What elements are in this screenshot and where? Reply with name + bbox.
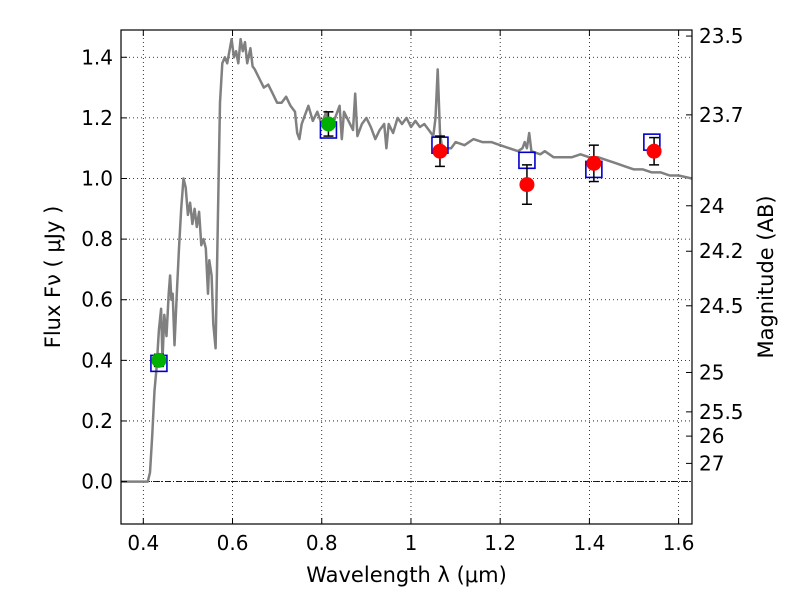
right-tick-label: 27: [699, 451, 724, 475]
axes: 0.4 0.6 0.8 1 1.2 1.4 1.6 0.0 0.2 0.4 0.6 0.8 1.0 1.2…: [81, 24, 743, 555]
x-tick-label: 1: [405, 531, 418, 555]
right-tick-label: 26: [699, 424, 724, 448]
y-tick-label: 0.6: [81, 288, 113, 312]
right-tick-label: 25.5: [699, 400, 744, 424]
model-spectrum-line: [121, 37, 692, 483]
observed-flux-point: [320, 116, 336, 132]
y-tick-label: 1.0: [81, 167, 113, 191]
x-tick-label: 1.4: [573, 531, 605, 555]
right-tick-label: 25: [699, 360, 724, 384]
y-tick-label: 0.2: [81, 409, 113, 433]
observed-flux-point: [646, 143, 662, 159]
right-axis-label: Magnitude (AB): [754, 195, 778, 358]
right-tick-label: 24.2: [699, 239, 744, 263]
observed-flux-point: [432, 143, 448, 159]
observed-flux-point: [151, 352, 167, 368]
x-tick-label: 1.2: [484, 531, 516, 555]
right-tick-label: 24.5: [699, 294, 744, 318]
y-tick-label: 1.2: [81, 106, 113, 130]
right-tick-label: 24: [699, 194, 724, 218]
y-axis-label: Flux Fν ( μJy ): [41, 206, 65, 349]
right-tick-label: 23.5: [699, 24, 744, 48]
observed-flux-point: [519, 177, 535, 193]
plot-area: [121, 37, 692, 483]
observed-flux-point: [586, 155, 602, 171]
x-tick-label: 0.6: [217, 531, 249, 555]
x-tick-label: 1.6: [663, 531, 695, 555]
plot-frame: [120, 29, 693, 525]
x-tick-label: 0.8: [306, 531, 338, 555]
y-tick-label: 0.4: [81, 348, 113, 372]
y-tick-label: 1.4: [81, 45, 113, 69]
y-tick-label: 0.8: [81, 227, 113, 251]
x-tick-label: 0.4: [127, 531, 159, 555]
x-axis-label: Wavelength λ (μm): [306, 563, 507, 587]
y-tick-label: 0.0: [81, 470, 113, 494]
right-tick-label: 23.7: [699, 103, 744, 127]
